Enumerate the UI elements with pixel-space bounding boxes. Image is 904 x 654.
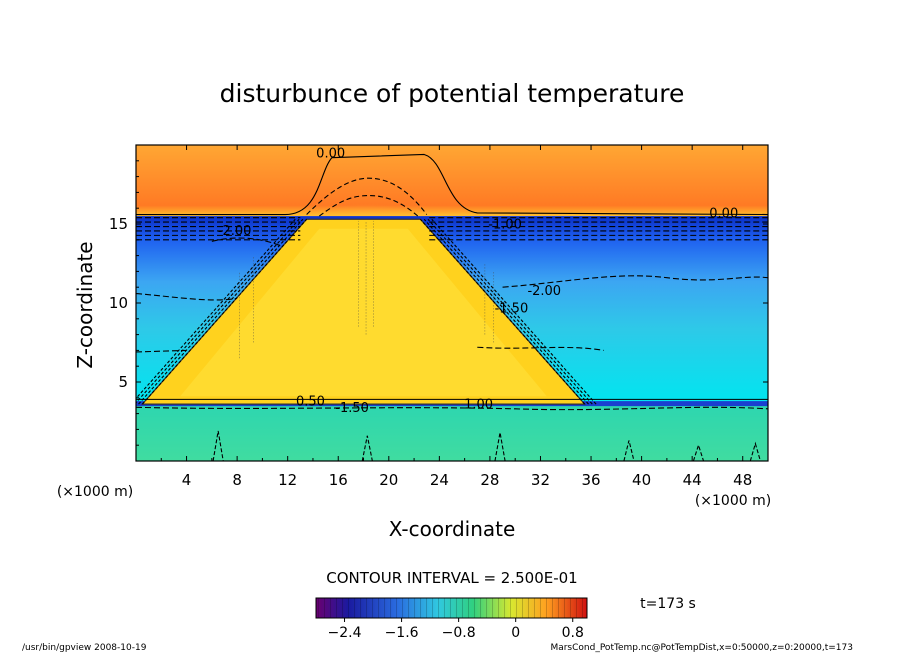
contour-bottom-bump: [749, 441, 761, 461]
contour-zero: [136, 153, 768, 216]
y-tick-label: 15: [109, 215, 128, 233]
contour-bottom-bump: [494, 432, 506, 461]
contour-edge-left: [138, 218, 304, 405]
contour-label: 0.00: [316, 146, 345, 161]
x-unit-left: (×1000 m): [57, 484, 133, 500]
x-axis: 4 8 12 16 20 24 28 32 36 40 44 48: [160, 145, 752, 489]
y-tick-label: 5: [118, 373, 128, 391]
contour-label: -1.50: [495, 301, 529, 316]
contour-label: 0.00: [709, 207, 738, 222]
contour-edge-left: [136, 218, 300, 404]
contour-minus2-left: [136, 292, 238, 301]
x-tick-label: 20: [379, 471, 398, 489]
colorbar-tick-label: 0.8: [562, 625, 584, 641]
x-tick-label: 40: [632, 471, 651, 489]
contour-lines: [136, 153, 768, 461]
contour-label: -2.00: [218, 224, 252, 239]
colorbar-tick-label: −1.6: [385, 625, 419, 641]
y-axis-label: Z-coordinate: [73, 241, 97, 368]
contour-bulge-inner: [318, 195, 419, 217]
contour-edge-left: [136, 218, 296, 400]
time-label: t=173 s: [640, 596, 696, 612]
colorbar-hatch: [316, 598, 587, 618]
contour-edge-right: [423, 218, 589, 405]
contour-labels: 0.00 0.00 -2.00 -1.00 -2.00 -1.50 0.50 -1.50 1.0…: [218, 146, 738, 416]
contour-edge-right: [427, 218, 593, 405]
plot-area: 0.00 0.00 -2.00 -1.00 -2.00 -1.50 0.50 -1.50 1.0…: [136, 145, 768, 461]
contour-bottom-bump: [361, 435, 373, 461]
region-warm-core: [180, 228, 547, 397]
contour-edge-right: [431, 218, 597, 405]
contour-bottom-bump: [212, 430, 224, 461]
x-tick-label: 8: [232, 471, 242, 489]
y-axis: 5 10 15: [109, 160, 768, 446]
x-tick-label: 48: [733, 471, 752, 489]
contour-minus2-upper: [211, 237, 282, 247]
x-tick-label: 12: [278, 471, 297, 489]
contour-streaks: [239, 220, 495, 359]
contour-base-2: [136, 406, 768, 411]
colorbar-tick-label: 0: [511, 625, 520, 641]
contour-minus2-right: [502, 275, 768, 288]
contour-interval-text: CONTOUR INTERVAL = 2.500E-01: [326, 569, 577, 587]
x-tick-label: 28: [480, 471, 499, 489]
contour-edge-right: [419, 218, 586, 405]
footer-right: MarsCond_PotTemp.nc@PotTempDist,x=0:5000…: [550, 643, 853, 653]
contour-label: 0.50: [296, 395, 325, 410]
x-tick-label: 4: [182, 471, 192, 489]
contour-label: -2.00: [527, 284, 561, 299]
y-tick-label: 10: [109, 294, 128, 312]
chart-title: disturbunce of potential temperature: [220, 79, 685, 108]
x-unit-right: (×1000 m): [695, 493, 771, 509]
contour-label: -1.00: [488, 218, 522, 233]
colorbar-ticks: −2.4 −1.6 −0.8 0 0.8: [328, 618, 584, 641]
x-tick-label: 44: [683, 471, 702, 489]
x-axis-label: X-coordinate: [389, 517, 516, 541]
x-tick-label: 24: [430, 471, 449, 489]
contour-edge-left: [141, 218, 308, 405]
contour-bottom-bump: [623, 440, 635, 461]
contour-label: 1.00: [464, 398, 493, 413]
x-tick-label: 36: [581, 471, 600, 489]
contour-bottom-bump: [692, 443, 705, 461]
contour-bulge-outer: [306, 177, 428, 215]
x-tick-label: 32: [531, 471, 550, 489]
contour-label: -1.50: [335, 401, 369, 416]
footer-left: /usr/bin/gpview 2008-10-19: [22, 643, 147, 653]
colorbar-tick-label: −0.8: [442, 625, 476, 641]
colorbar-tick-label: −2.4: [328, 625, 362, 641]
region-bottom-layer: [136, 404, 768, 461]
x-tick-label: 16: [329, 471, 348, 489]
